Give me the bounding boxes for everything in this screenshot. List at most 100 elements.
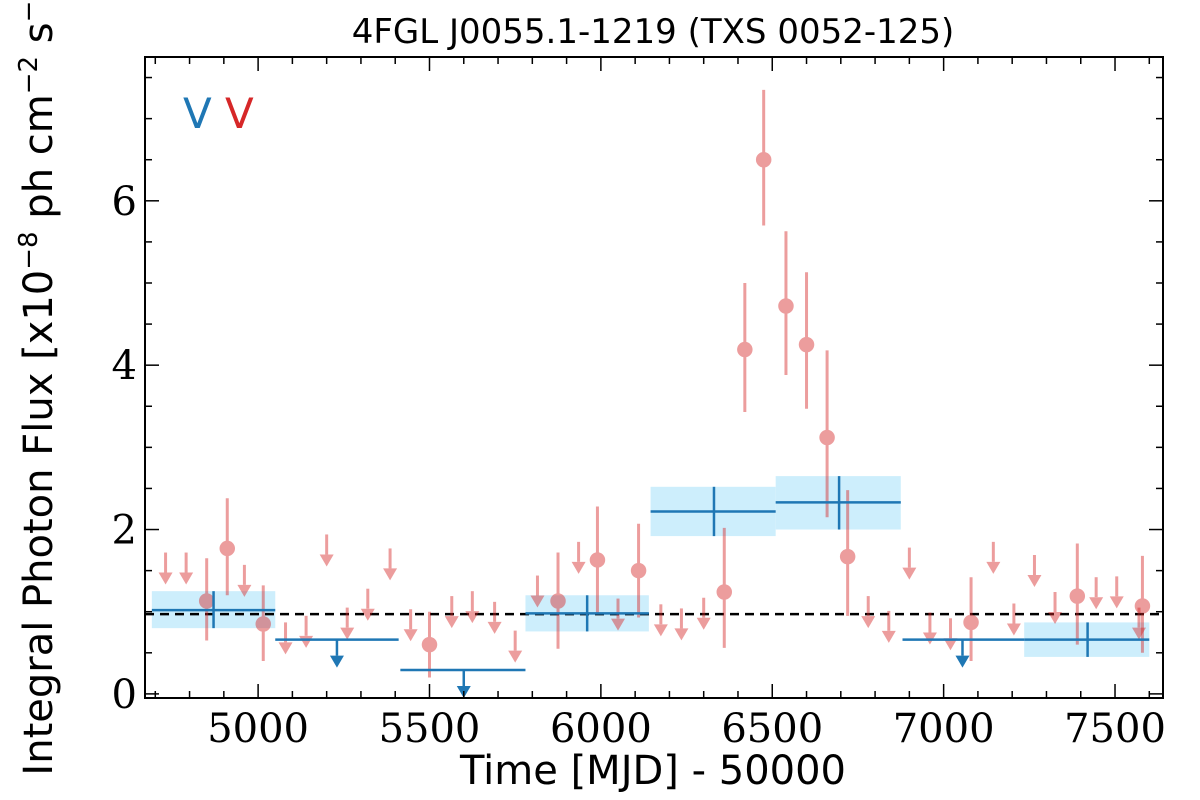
short-bin-upper-limit xyxy=(674,608,689,641)
short-bin-upper-limit xyxy=(487,601,502,634)
y-tick-label: 2 xyxy=(112,508,137,554)
short-bin-upper-limit-arrow xyxy=(1089,597,1104,610)
short-bin-point xyxy=(219,498,236,596)
short-bin-upper-limit-arrow xyxy=(444,616,459,629)
short-bin-upper-limit-arrow xyxy=(383,568,398,581)
short-bin-upper-limit-arrow xyxy=(653,624,668,637)
short-bin-point xyxy=(1134,555,1151,653)
short-bin-upper-limit-arrow xyxy=(571,561,586,574)
short-bin-marker xyxy=(589,552,606,568)
long-bin-point xyxy=(775,476,901,530)
short-bin-upper-limit xyxy=(1027,555,1042,588)
short-bin-marker xyxy=(716,584,733,600)
plot-area-border xyxy=(144,56,1164,699)
short-bin-upper-limit xyxy=(986,541,1001,574)
short-bin-marker xyxy=(219,540,236,557)
short-bin-upper-limit xyxy=(1132,607,1147,640)
short-bin-upper-limit-arrow xyxy=(1132,627,1147,640)
short-bin-point xyxy=(963,577,979,662)
short-bin-marker xyxy=(1069,588,1086,604)
short-bin-upper-limit xyxy=(508,630,523,663)
short-bin-marker xyxy=(839,548,856,565)
short-bin-point xyxy=(778,231,794,376)
y-tick-label: 4 xyxy=(112,343,137,389)
x-tick-label: 5000 xyxy=(207,706,309,752)
short-bin-upper-limit xyxy=(571,541,586,574)
short-bin-marker xyxy=(737,341,753,358)
y-tick-label: 6 xyxy=(112,179,137,225)
short-bin-upper-limit-arrow xyxy=(465,611,480,624)
long-bin-upper-limit xyxy=(400,668,526,699)
axis-ticks: 5000 5500 6000 6500 7000 7500 0 2 4 6 xyxy=(112,57,1166,752)
short-bin-upper-limit xyxy=(861,596,876,629)
legend-label-short-bins: V xyxy=(225,89,254,138)
long-bin-upper-limit-arrow xyxy=(329,655,344,668)
short-bin-upper-limit xyxy=(943,618,958,651)
short-bin-upper-limit-arrow xyxy=(360,608,375,621)
svg-text:Integral Photon Flux [x10−8 ph: Integral Photon Flux [x10−8 ph cm−2 s−1] xyxy=(14,0,62,776)
short-bin-marker xyxy=(778,298,794,314)
short-bin-upper-limit xyxy=(299,615,314,648)
long-bin-upper-limit xyxy=(902,638,1025,668)
short-bin-upper-limit-arrow xyxy=(943,638,958,651)
short-bin-upper-limit-arrow xyxy=(1027,575,1042,588)
x-tick-label: 5500 xyxy=(379,706,481,752)
short-bin-upper-limit-arrow xyxy=(1109,596,1124,609)
short-bin-point xyxy=(755,89,772,226)
short-bin-upper-limit xyxy=(403,609,418,642)
short-bin-marker xyxy=(421,636,438,653)
x-tick-label: 7000 xyxy=(893,706,995,752)
short-bin-series xyxy=(158,89,1151,678)
short-bin-upper-limit xyxy=(696,597,711,630)
short-bin-point xyxy=(1069,543,1086,645)
short-bin-upper-limit xyxy=(1048,591,1063,624)
short-bin-upper-limit xyxy=(1006,603,1021,636)
short-bin-upper-limit xyxy=(1089,577,1104,610)
short-bin-upper-limit-arrow xyxy=(237,584,252,597)
short-bin-upper-limit-arrow xyxy=(299,635,314,648)
short-bin-upper-limit xyxy=(611,598,626,631)
long-bin-error-bands xyxy=(151,476,1150,657)
short-bin-marker xyxy=(550,593,566,609)
short-bin-upper-limit xyxy=(530,575,545,608)
short-bin-upper-limit-arrow xyxy=(881,630,896,643)
short-bin-upper-limit-arrow xyxy=(1006,623,1021,636)
short-bin-marker xyxy=(819,429,835,446)
short-bin-upper-limit-arrow xyxy=(696,617,711,630)
legend: V V xyxy=(183,89,254,138)
short-bin-upper-limit-arrow xyxy=(179,572,194,585)
short-bin-upper-limit xyxy=(881,610,896,643)
short-bin-upper-limit-arrow xyxy=(986,561,1001,574)
short-bin-point xyxy=(839,490,856,616)
short-bin-point xyxy=(819,350,835,518)
short-bin-point xyxy=(630,523,647,618)
short-bin-point xyxy=(421,611,438,678)
short-bin-upper-limit-arrow xyxy=(487,621,502,634)
legend-label-long-bins: V xyxy=(183,89,212,138)
short-bin-upper-limit xyxy=(319,534,334,567)
short-bin-upper-limit xyxy=(237,564,252,597)
long-bin-upper-limit xyxy=(275,638,399,668)
short-bin-upper-limit xyxy=(383,548,398,581)
short-bin-point xyxy=(589,506,606,614)
short-bin-upper-limit xyxy=(1109,576,1124,609)
x-tick-label: 6000 xyxy=(550,706,652,752)
long-bin-point xyxy=(650,486,776,537)
short-bin-upper-limit-arrow xyxy=(1048,611,1063,624)
short-bin-upper-limit xyxy=(465,591,480,624)
short-bin-marker xyxy=(198,593,215,609)
short-bin-upper-limit-arrow xyxy=(403,629,418,642)
chart-title: 4FGL J0055.1-1219 (TXS 0052-125) xyxy=(352,12,955,52)
short-bin-point xyxy=(737,282,753,413)
short-bin-upper-limit xyxy=(902,547,917,580)
short-bin-point xyxy=(798,272,815,409)
long-bin-upper-limit-arrow xyxy=(955,655,970,668)
short-bin-upper-limit xyxy=(179,552,194,585)
short-bin-upper-limit xyxy=(278,622,293,655)
short-bin-upper-limit xyxy=(158,552,173,585)
short-bin-upper-limit xyxy=(360,588,375,621)
short-bin-marker xyxy=(755,151,772,168)
plot-frame xyxy=(144,56,1164,699)
short-bin-upper-limit-arrow xyxy=(611,618,626,631)
